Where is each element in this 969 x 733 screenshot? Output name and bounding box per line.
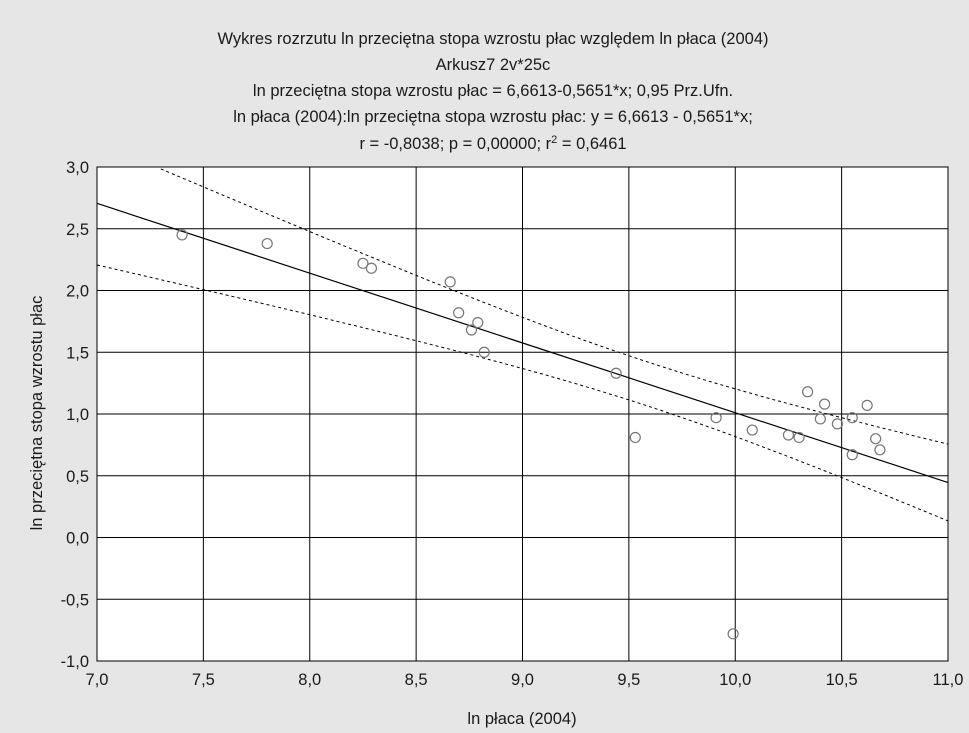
data-point [831,418,843,430]
data-point [710,412,722,424]
data-point [814,413,826,425]
x-tick-label: 11,0 [933,671,964,689]
stats-suffix: = 0,6461 [557,135,626,153]
data-point [861,399,873,411]
x-axis-label: ln płaca (2004) [467,710,576,728]
chart-title: Wykres rozrzutu ln przeciętna stopa wzro… [217,30,768,153]
stats-line: r = -0,8038; p = 0,00000; r2 = 0,6461 [359,134,626,153]
data-point [870,433,882,445]
x-tick-label: 8,0 [298,671,321,689]
data-point [357,257,369,269]
x-tick-label: 9,5 [617,671,640,689]
y-tick-label: 0,5 [66,468,89,486]
y-tick-label: 1,5 [66,344,89,362]
data-point [746,424,758,436]
data-point [819,398,831,410]
title-line-4: ln płaca (2004):ln przeciętna stopa wzro… [233,108,753,126]
data-point [610,367,622,379]
data-point [444,276,456,288]
y-tick-labels: 3,0 2,5 2,0 1,5 1,0 0,5 0,0 -0,5 -1,0 [61,159,89,671]
data-point [846,412,858,424]
lower-confidence-line [96,264,949,522]
plot-frame [96,166,949,662]
data-point [261,237,273,250]
data-point [793,431,805,444]
y-tick-label: 1,0 [66,406,89,424]
y-tick-label: 2,5 [66,221,89,239]
data-point [874,444,886,456]
data-point [801,386,814,398]
y-tick-label: -1,0 [61,653,89,671]
data-point [365,262,378,274]
x-tick-labels: 7,0 7,5 8,0 8,5 9,0 9,5 10,0 10,5 11,0 [86,671,964,689]
title-line-3: ln przeciętna stopa wzrostu płac = 6,661… [253,82,733,100]
data-point [453,307,465,319]
data-point [472,317,484,329]
y-tick-label: 3,0 [66,159,89,177]
data-point [465,324,478,336]
stats-prefix: r = -0,8038; p = 0,00000; r [359,135,551,153]
regression-line [96,202,949,484]
data-point [727,628,739,640]
data-point [846,449,858,461]
x-tick-label: 8,5 [405,671,428,689]
y-tick-label: 2,0 [66,283,89,301]
fit-line [96,202,949,484]
x-tick-label: 10,5 [826,671,858,689]
y-tick-label: -0,5 [61,591,89,609]
x-tick-label: 9,0 [511,671,534,689]
y-axis-label: ln przeciętna stopa wzrostu płac [28,296,46,531]
confidence-band [96,168,949,522]
data-point [782,429,795,441]
x-tick-label: 7,0 [86,671,109,689]
x-tick-label: 10,0 [719,671,751,689]
data-point [629,431,641,444]
title-line-2: Arkusz7 2v*25c [436,56,551,74]
data-points [176,229,886,640]
data-point [176,229,188,241]
r-squared-superscript: 2 [551,134,557,146]
y-tick-label: 0,0 [66,530,89,548]
x-tick-label: 7,5 [192,671,215,689]
data-point [478,346,490,358]
title-line-1: Wykres rozrzutu ln przeciętna stopa wzro… [217,30,768,48]
